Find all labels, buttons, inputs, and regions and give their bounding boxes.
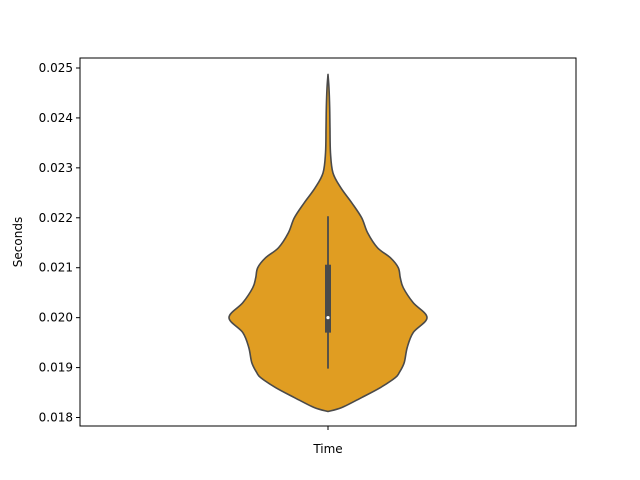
y-tick-label: 0.024 [39,111,73,125]
y-tick-label: 0.019 [39,361,73,375]
y-tick-label: 0.021 [39,261,73,275]
plot-area [228,73,428,413]
y-tick-label: 0.023 [39,161,73,175]
y-tick-label: 0.025 [39,61,73,75]
y-axis: 0.018 0.019 0.020 0.021 0.022 0.023 0.024 0.025 [39,61,329,430]
median-marker [326,316,330,320]
y-tick-label: 0.020 [39,311,73,325]
y-tick-label: 0.018 [39,411,73,425]
x-tick-label: Time [312,442,342,456]
plot-frame [79,57,577,427]
interquartile-box [325,264,331,333]
y-axis-label: Seconds [11,217,25,267]
y-tick-label: 0.022 [39,211,73,225]
